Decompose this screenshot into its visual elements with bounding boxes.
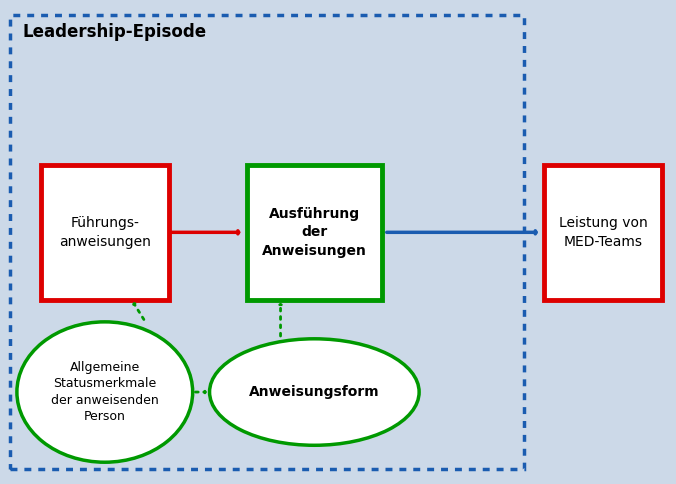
Text: Leistung von
MED-Teams: Leistung von MED-Teams: [559, 216, 648, 248]
Ellipse shape: [210, 339, 419, 445]
Bar: [41, 165, 169, 300]
Bar: [247, 165, 382, 300]
Bar: [544, 165, 662, 300]
Bar: [10, 15, 524, 469]
Text: Ausführung
der
Anweisungen: Ausführung der Anweisungen: [262, 207, 367, 257]
Text: Anweisungsform: Anweisungsform: [249, 385, 380, 399]
Text: Führungs-
anweisungen: Führungs- anweisungen: [59, 216, 151, 248]
Text: Allgemeine
Statusmerkmale
der anweisenden
Person: Allgemeine Statusmerkmale der anweisende…: [51, 361, 159, 424]
Text: Leadership-Episode: Leadership-Episode: [22, 23, 206, 41]
Ellipse shape: [17, 322, 193, 462]
